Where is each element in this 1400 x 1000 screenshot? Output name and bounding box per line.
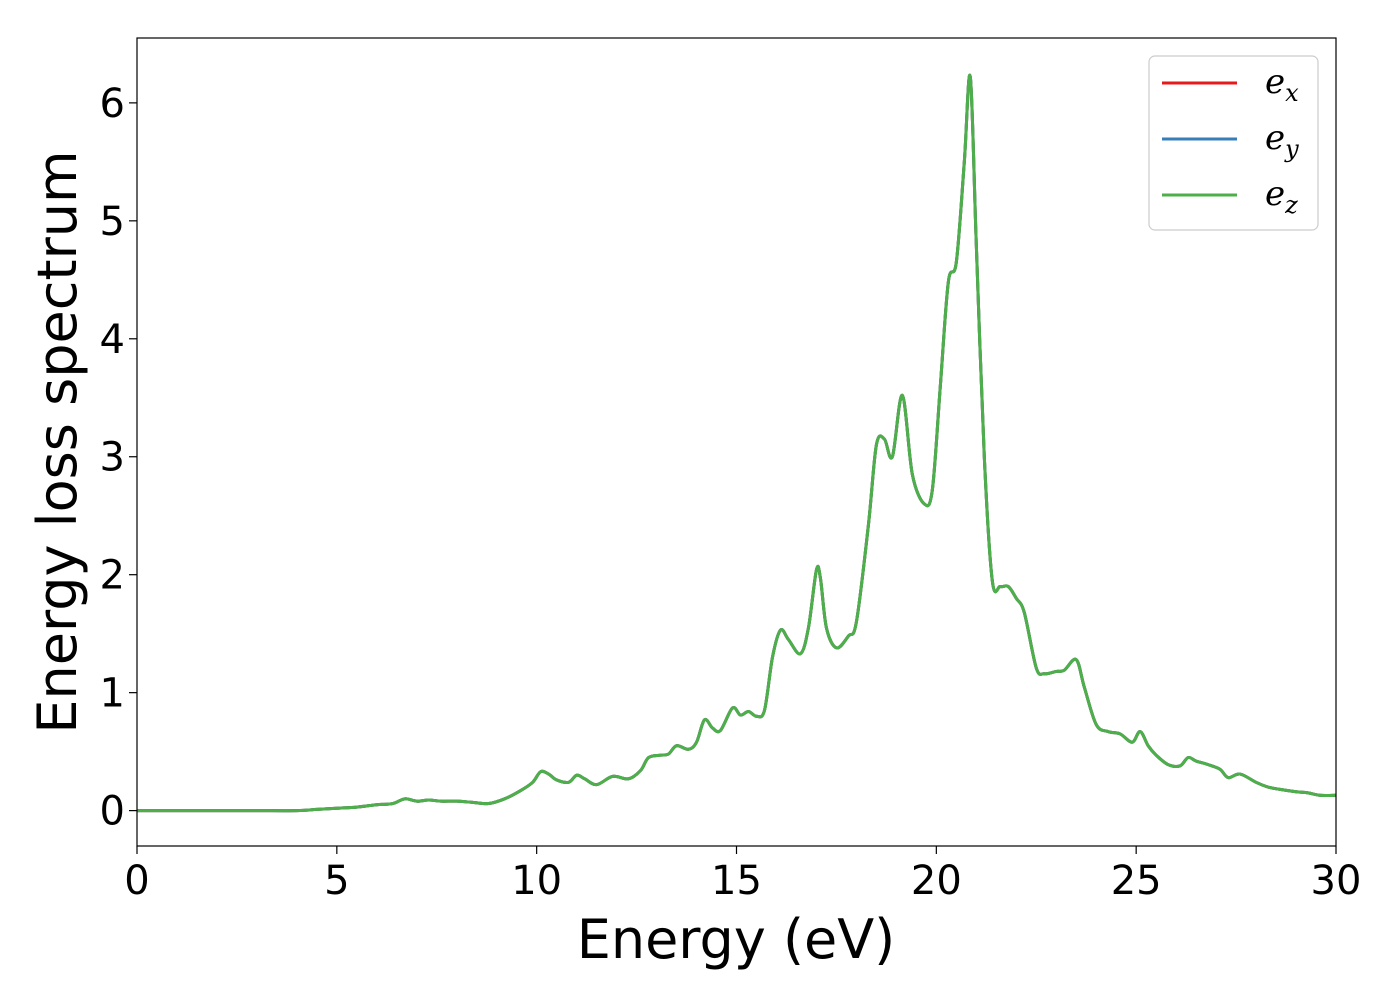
x-tick-label: 30 <box>1311 858 1362 904</box>
y-tick-label: 6 <box>100 81 125 127</box>
y-tick-label: 3 <box>100 435 125 481</box>
y-axis-ticks: 0 1 2 3 4 5 6 <box>100 81 137 835</box>
x-tick-label: 20 <box>911 858 962 904</box>
legend-label-z: ez <box>1265 174 1298 219</box>
y-axis-title: Energy loss spectrum <box>26 150 89 733</box>
y-tick-label: 0 <box>100 789 125 835</box>
x-tick-label: 10 <box>511 858 562 904</box>
y-tick-label: 2 <box>100 553 125 599</box>
y-tick-label: 5 <box>100 199 125 245</box>
legend-label-y: ey <box>1265 118 1299 163</box>
legend: ex ey ez <box>1148 55 1319 231</box>
x-tick-label: 0 <box>124 858 149 904</box>
y-tick-label: 4 <box>100 317 125 363</box>
x-tick-label: 5 <box>324 858 349 904</box>
legend-label-x: ex <box>1265 62 1299 107</box>
x-axis-ticks: 0 5 10 15 20 25 30 <box>124 846 1361 904</box>
series-layer <box>137 73 1337 813</box>
x-axis-title: Energy (eV) <box>577 908 896 971</box>
legend-box <box>1148 55 1319 231</box>
y-tick-label: 1 <box>100 671 125 717</box>
x-tick-label: 25 <box>1111 858 1162 904</box>
series-line-e-z <box>137 73 1337 813</box>
x-tick-label: 15 <box>711 858 762 904</box>
